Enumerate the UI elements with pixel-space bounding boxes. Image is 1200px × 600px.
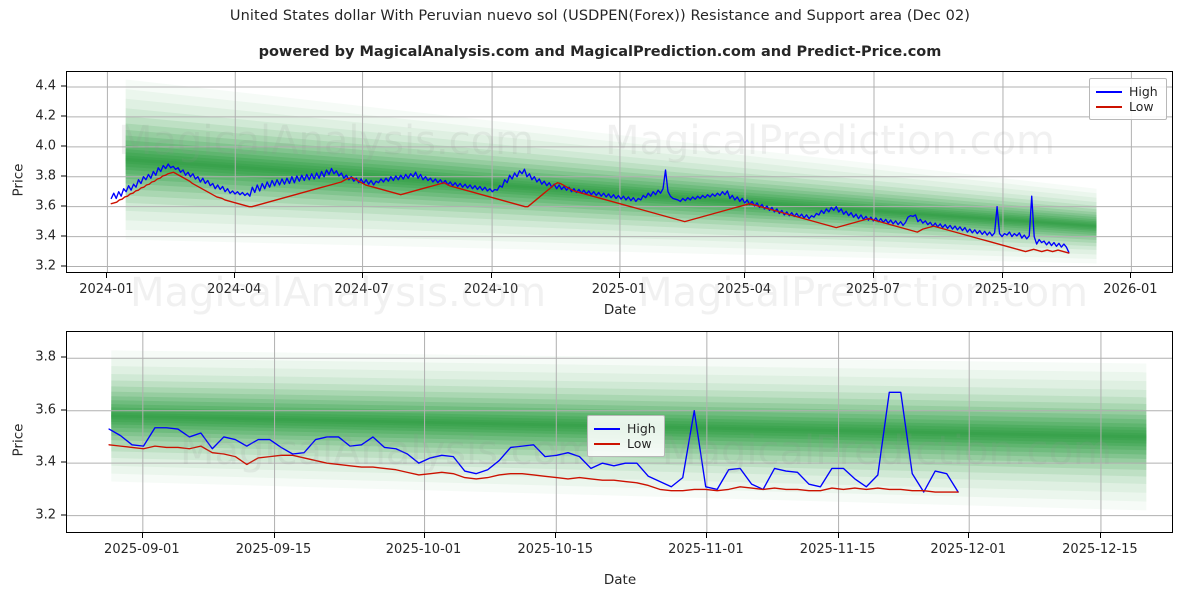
legend-label-low: Low — [627, 436, 652, 451]
page-title: United States dollar With Peruvian nuevo… — [229, 8, 971, 24]
resistance-support-band — [125, 149, 1097, 231]
resistance-support-band — [125, 135, 1097, 238]
page-subtitle: powered by MagicalAnalysis.com and Magic… — [258, 44, 942, 60]
legend-item-high[interactable]: High — [594, 421, 656, 436]
x-axis-tick-label: 2025-01 — [591, 282, 647, 297]
x-axis-tick-mark — [106, 273, 108, 278]
legend-swatch-high — [1096, 90, 1122, 93]
legend-item-low[interactable]: Low — [594, 436, 656, 451]
y-axis-tick-mark — [61, 356, 66, 358]
y-axis-tick-label: 3.2 — [35, 258, 56, 274]
x-axis-tick-label: 2025-12-01 — [930, 542, 1006, 557]
resistance-support-band — [125, 123, 1097, 243]
series-line-high — [110, 163, 1070, 253]
x-axis-tick-label: 2025-10-01 — [385, 542, 462, 557]
x-axis-tick-label: 2025-11-15 — [799, 542, 876, 557]
top-chart-xlabel: Date — [603, 302, 637, 318]
resistance-support-band — [125, 145, 1097, 233]
y-axis-tick-mark — [61, 175, 66, 177]
y-axis-tick-label: 3.8 — [35, 349, 56, 365]
x-axis-tick-label: 2024-10 — [463, 282, 519, 297]
resistance-support-band — [125, 157, 1097, 227]
x-axis-tick-mark — [1001, 273, 1003, 278]
x-axis-tick-label: 2025-04 — [716, 282, 772, 297]
resistance-support-band — [125, 129, 1097, 240]
y-axis-tick-label: 3.4 — [35, 228, 56, 244]
x-axis-tick-label: 2025-11-01 — [668, 542, 744, 557]
x-axis-tick-mark — [968, 533, 970, 538]
y-axis-tick-mark — [61, 115, 66, 117]
y-axis-tick-label: 3.8 — [35, 168, 56, 184]
y-axis-tick-mark — [61, 85, 66, 87]
top-chart-ylabel: Price — [10, 163, 27, 197]
legend-swatch-high — [594, 427, 620, 430]
legend-item-low[interactable]: Low — [1096, 99, 1158, 114]
x-axis-tick-label: 2024-07 — [334, 282, 389, 297]
x-axis-tick-mark — [423, 533, 425, 538]
y-axis-tick-label: 3.6 — [35, 402, 56, 418]
resistance-support-band — [125, 108, 1097, 251]
bottom-chart-panel — [66, 331, 1173, 533]
resistance-support-band — [125, 116, 1097, 247]
x-axis-tick-mark — [273, 533, 275, 538]
top-chart-panel — [66, 71, 1173, 273]
legend-label-high: High — [1129, 84, 1158, 99]
top-chart-canvas — [67, 72, 1172, 272]
legend-swatch-low — [594, 442, 620, 445]
legend-label-low: Low — [1129, 99, 1154, 114]
bottom-chart-canvas — [67, 332, 1172, 532]
y-axis-tick-mark — [61, 205, 66, 207]
resistance-support-band — [125, 155, 1097, 228]
series-line-high — [108, 391, 959, 493]
x-axis-tick-label: 2025-09-01 — [104, 542, 180, 557]
x-axis-tick-mark — [837, 533, 839, 538]
x-axis-tick-mark — [705, 533, 707, 538]
legend-swatch-low — [1096, 105, 1122, 108]
x-axis-tick-label: 2025-07 — [845, 282, 901, 297]
series-line-low — [110, 171, 1070, 254]
x-axis-tick-mark — [873, 273, 874, 278]
top-chart-legend[interactable]: High Low — [1089, 78, 1167, 120]
x-axis-tick-mark — [141, 533, 143, 538]
x-axis-tick-mark — [618, 273, 620, 278]
x-axis-tick-label: 2025-12-15 — [1062, 542, 1138, 557]
x-axis-tick-mark — [491, 273, 493, 278]
x-axis-tick-label: 2025-10-15 — [517, 542, 594, 557]
series-line-low — [108, 444, 959, 493]
legend-item-high[interactable]: High — [1096, 84, 1158, 99]
x-axis-tick-label: 2024-04 — [207, 282, 262, 297]
y-axis-tick-label: 4.2 — [35, 108, 56, 124]
x-axis-tick-label: 2025-10 — [974, 282, 1030, 297]
resistance-support-band — [125, 140, 1097, 236]
y-axis-tick-label: 4.0 — [35, 138, 56, 154]
y-axis-tick-mark — [61, 409, 66, 411]
x-axis-tick-mark — [1099, 533, 1101, 538]
legend-label-high: High — [627, 421, 656, 436]
bottom-chart-legend[interactable]: High Low — [587, 415, 665, 457]
x-axis-tick-mark — [361, 273, 363, 278]
y-axis-tick-mark — [61, 145, 66, 147]
x-axis-tick-mark — [555, 533, 557, 538]
x-axis-tick-mark — [234, 273, 236, 278]
x-axis-tick-label: 2025-09-15 — [235, 542, 312, 557]
x-axis-tick-label: 2026-01 — [1103, 282, 1158, 297]
x-axis-tick-label: 2024-01 — [79, 282, 134, 297]
y-axis-tick-mark — [61, 265, 66, 267]
y-axis-tick-label: 3.4 — [35, 454, 56, 470]
x-axis-tick-mark — [1130, 273, 1132, 278]
x-axis-tick-mark — [744, 273, 746, 278]
y-axis-tick-label: 3.2 — [35, 507, 56, 523]
y-axis-tick-mark — [61, 514, 66, 516]
bottom-chart-xlabel: Date — [603, 572, 637, 588]
y-axis-tick-label: 4.4 — [35, 78, 56, 94]
y-axis-tick-mark — [61, 235, 66, 237]
y-axis-tick-mark — [61, 461, 66, 463]
resistance-support-band — [125, 152, 1097, 230]
bottom-chart-ylabel: Price — [10, 423, 27, 457]
y-axis-tick-label: 3.6 — [35, 198, 56, 214]
